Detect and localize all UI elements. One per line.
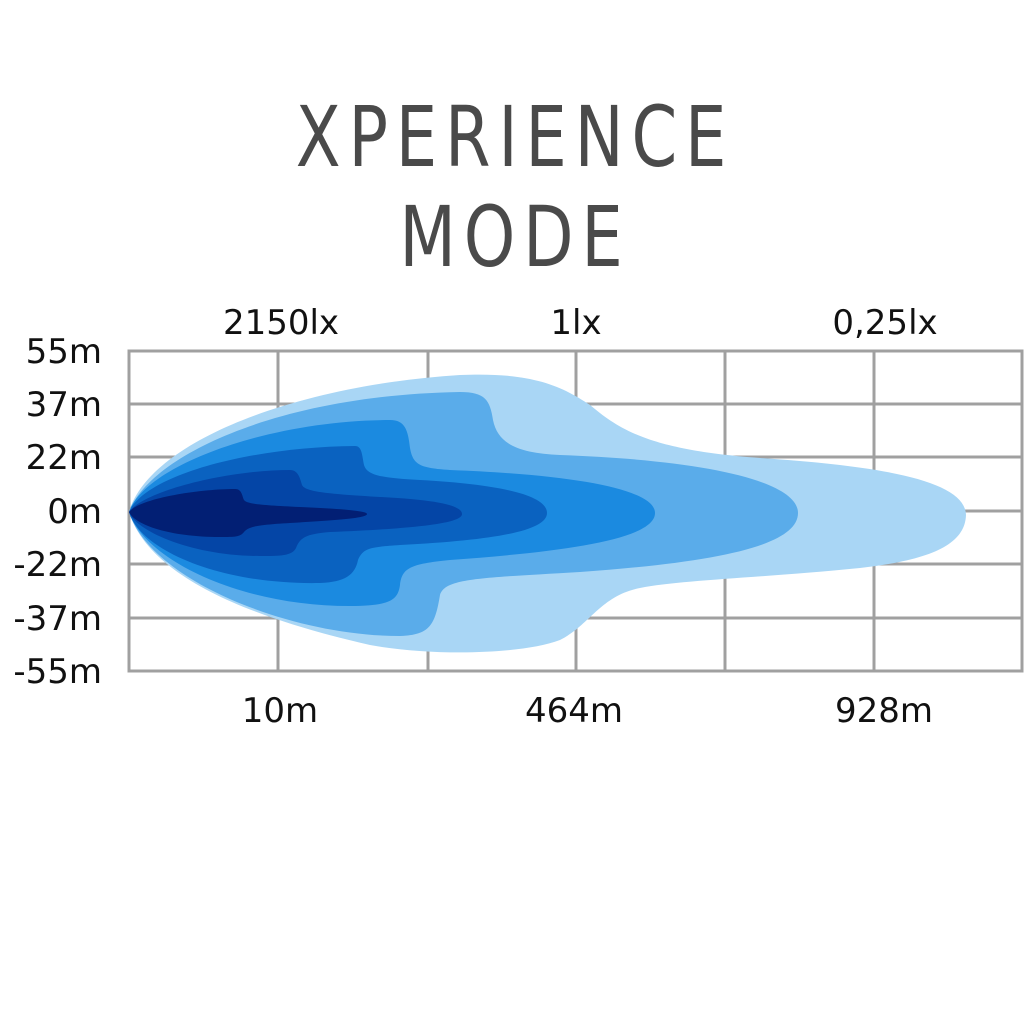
y-label: 37m bbox=[26, 385, 102, 425]
x-axis-labels: 10m 464m 928m bbox=[242, 691, 933, 731]
y-label: 22m bbox=[26, 438, 102, 478]
zone-6-darkest bbox=[129, 489, 367, 537]
y-label: 0m bbox=[47, 492, 102, 532]
y-axis-labels: 55m 37m 22m 0m -22m -37m -55m bbox=[13, 332, 102, 692]
lux-labels: 2150lx 1lx 0,25lx bbox=[223, 303, 938, 343]
x-label: 464m bbox=[525, 691, 623, 731]
lux-label: 0,25lx bbox=[832, 303, 937, 343]
y-label: -37m bbox=[13, 599, 102, 639]
title-line-1: XPERIENCE bbox=[295, 88, 735, 186]
y-label: 55m bbox=[26, 332, 102, 372]
lux-label: 2150lx bbox=[223, 303, 339, 343]
y-label: -55m bbox=[13, 652, 102, 692]
x-label: 10m bbox=[242, 691, 318, 731]
lux-label: 1lx bbox=[550, 303, 601, 343]
title-line-2: MODE bbox=[399, 188, 631, 286]
y-label: -22m bbox=[13, 545, 102, 585]
x-label: 928m bbox=[835, 691, 933, 731]
